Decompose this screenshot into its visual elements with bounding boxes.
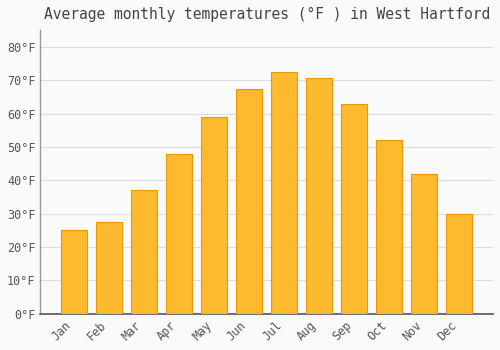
Bar [201, 117, 228, 314]
Bar [446, 214, 472, 314]
Title: Average monthly temperatures (°F ) in West Hartford: Average monthly temperatures (°F ) in We… [44, 7, 490, 22]
Bar [61, 230, 87, 314]
Bar [131, 190, 157, 314]
Bar [236, 89, 262, 314]
Bar [306, 78, 332, 314]
Bar [271, 72, 297, 314]
Bar [341, 104, 367, 314]
Bar [166, 154, 192, 314]
Bar [411, 174, 438, 314]
Bar [96, 222, 122, 314]
Bar [376, 140, 402, 314]
